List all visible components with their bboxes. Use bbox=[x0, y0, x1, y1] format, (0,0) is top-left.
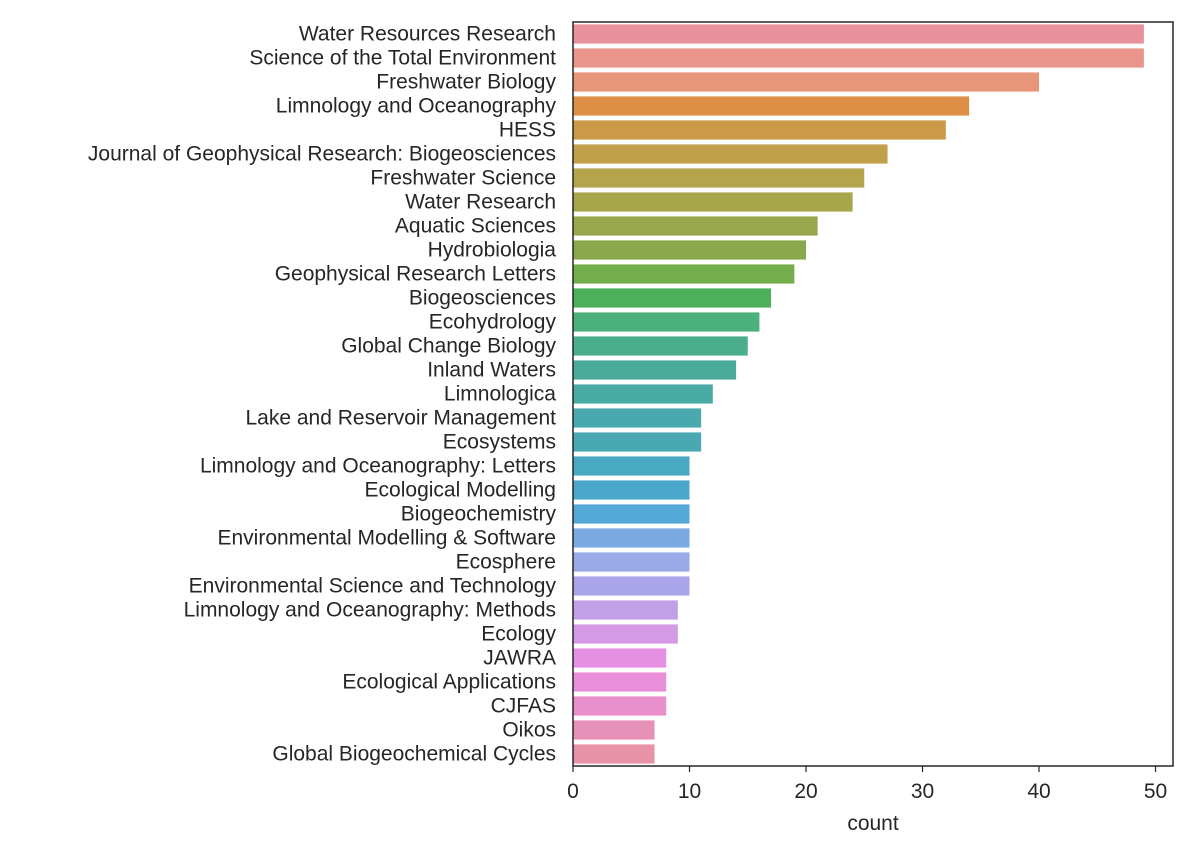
category-label: Ecology bbox=[481, 623, 556, 646]
bar bbox=[573, 120, 946, 140]
category-label: Limnologica bbox=[444, 383, 556, 406]
x-axis-title: count bbox=[847, 812, 899, 835]
x-tick-label: 50 bbox=[1144, 780, 1167, 803]
bar bbox=[573, 624, 678, 644]
x-axis-ticks: 0 10 20 30 40 50 bbox=[567, 766, 1167, 803]
bar bbox=[573, 552, 690, 572]
category-label: Freshwater Biology bbox=[376, 71, 556, 94]
category-label: Biogeosciences bbox=[409, 287, 556, 310]
category-label: Ecological Modelling bbox=[365, 479, 556, 502]
bar bbox=[573, 384, 713, 404]
bar bbox=[573, 480, 690, 500]
bar bbox=[573, 264, 795, 284]
bar bbox=[573, 72, 1040, 92]
category-label: Environmental Science and Technology bbox=[189, 575, 557, 598]
bar bbox=[573, 528, 690, 548]
category-label: Oikos bbox=[502, 719, 556, 742]
category-label: Limnology and Oceanography: Letters bbox=[200, 455, 556, 478]
category-label: Water Research bbox=[405, 191, 556, 214]
bar bbox=[573, 576, 690, 596]
bar bbox=[573, 744, 655, 764]
category-label: JAWRA bbox=[483, 647, 556, 670]
bar bbox=[573, 696, 667, 716]
category-label: HESS bbox=[499, 119, 556, 142]
bar bbox=[573, 24, 1144, 44]
bar bbox=[573, 720, 655, 740]
bar bbox=[573, 408, 702, 428]
bar bbox=[573, 96, 970, 116]
category-label: Hydrobiologia bbox=[428, 239, 557, 262]
category-label: Science of the Total Environment bbox=[249, 47, 556, 70]
category-label: Journal of Geophysical Research: Biogeos… bbox=[88, 143, 556, 166]
category-label: Limnology and Oceanography bbox=[276, 95, 557, 118]
bar bbox=[573, 48, 1144, 68]
category-label: Geophysical Research Letters bbox=[275, 263, 556, 286]
bars-layer bbox=[573, 24, 1144, 764]
bar bbox=[573, 456, 690, 476]
bar bbox=[573, 504, 690, 524]
bar bbox=[573, 432, 702, 452]
x-tick-label: 0 bbox=[567, 780, 579, 803]
plot-frame bbox=[572, 21, 1174, 767]
bar bbox=[573, 336, 748, 356]
category-label: Global Change Biology bbox=[341, 335, 556, 358]
category-label: Ecological Applications bbox=[342, 671, 556, 694]
category-label: Ecosphere bbox=[456, 551, 556, 574]
category-label: Freshwater Science bbox=[370, 167, 556, 190]
bar bbox=[573, 216, 818, 236]
category-label: Aquatic Sciences bbox=[395, 215, 556, 238]
category-label: CJFAS bbox=[491, 695, 556, 718]
bar bbox=[573, 168, 865, 188]
x-tick-label: 10 bbox=[678, 780, 701, 803]
bar bbox=[573, 648, 667, 668]
category-label: Water Resources Research bbox=[299, 23, 556, 46]
category-label: Ecosystems bbox=[443, 431, 556, 454]
category-label: Global Biogeochemical Cycles bbox=[272, 743, 556, 766]
bar bbox=[573, 192, 853, 212]
bar bbox=[573, 600, 678, 620]
bar bbox=[573, 672, 667, 692]
bar bbox=[573, 288, 772, 308]
category-label: Environmental Modelling & Software bbox=[217, 527, 556, 550]
category-label: Lake and Reservoir Management bbox=[245, 407, 556, 430]
bar bbox=[573, 144, 888, 164]
category-label: Ecohydrology bbox=[429, 311, 557, 334]
bar bbox=[573, 240, 807, 260]
bar bbox=[573, 312, 760, 332]
category-label: Inland Waters bbox=[427, 359, 556, 382]
x-tick-label: 40 bbox=[1027, 780, 1050, 803]
category-label: Biogeochemistry bbox=[401, 503, 557, 526]
x-tick-label: 30 bbox=[911, 780, 934, 803]
x-tick-label: 20 bbox=[794, 780, 817, 803]
bar bbox=[573, 360, 737, 380]
category-label: Limnology and Oceanography: Methods bbox=[184, 599, 556, 622]
